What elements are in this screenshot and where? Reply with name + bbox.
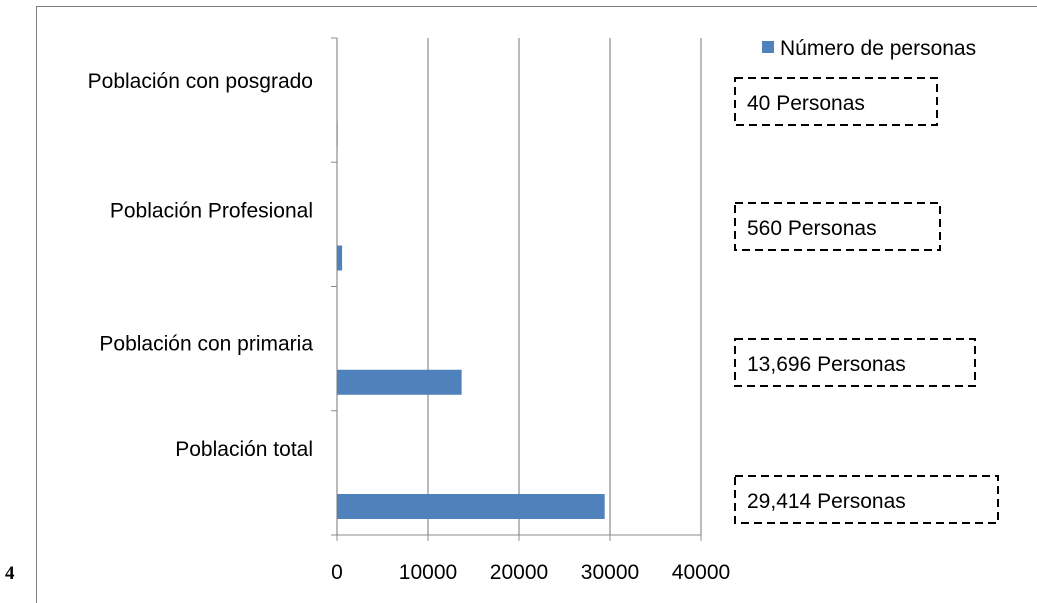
annotation-label: 29,414 Personas [747, 490, 906, 513]
x-tick-label: 20000 [490, 561, 548, 584]
bar [337, 245, 343, 271]
category-label: Población total [175, 438, 313, 461]
legend-label: Número de personas [780, 37, 976, 60]
chart-frame-top [36, 6, 1037, 7]
bar [337, 121, 338, 147]
annotation-label: 40 Personas [747, 92, 865, 115]
chart-frame-left [36, 6, 37, 603]
category-label: Población Profesional [110, 199, 313, 222]
category-label: Población con primaria [99, 332, 313, 355]
category-label: Población con posgrado [88, 70, 313, 93]
legend-swatch [762, 41, 774, 53]
bar [337, 494, 605, 519]
annotation-label: 560 Personas [747, 217, 877, 240]
annotation-box [734, 202, 941, 251]
annotation-box [734, 475, 999, 524]
annotation-box [734, 77, 938, 126]
annotation-label: 13,696 Personas [747, 353, 906, 376]
x-tick-label: 40000 [672, 561, 730, 584]
x-tick-label: 0 [331, 561, 343, 584]
page-number: 4 [5, 563, 15, 584]
x-tick-label: 30000 [581, 561, 639, 584]
bar [337, 369, 462, 395]
annotation-box [734, 338, 976, 387]
x-tick-label: 10000 [399, 561, 457, 584]
